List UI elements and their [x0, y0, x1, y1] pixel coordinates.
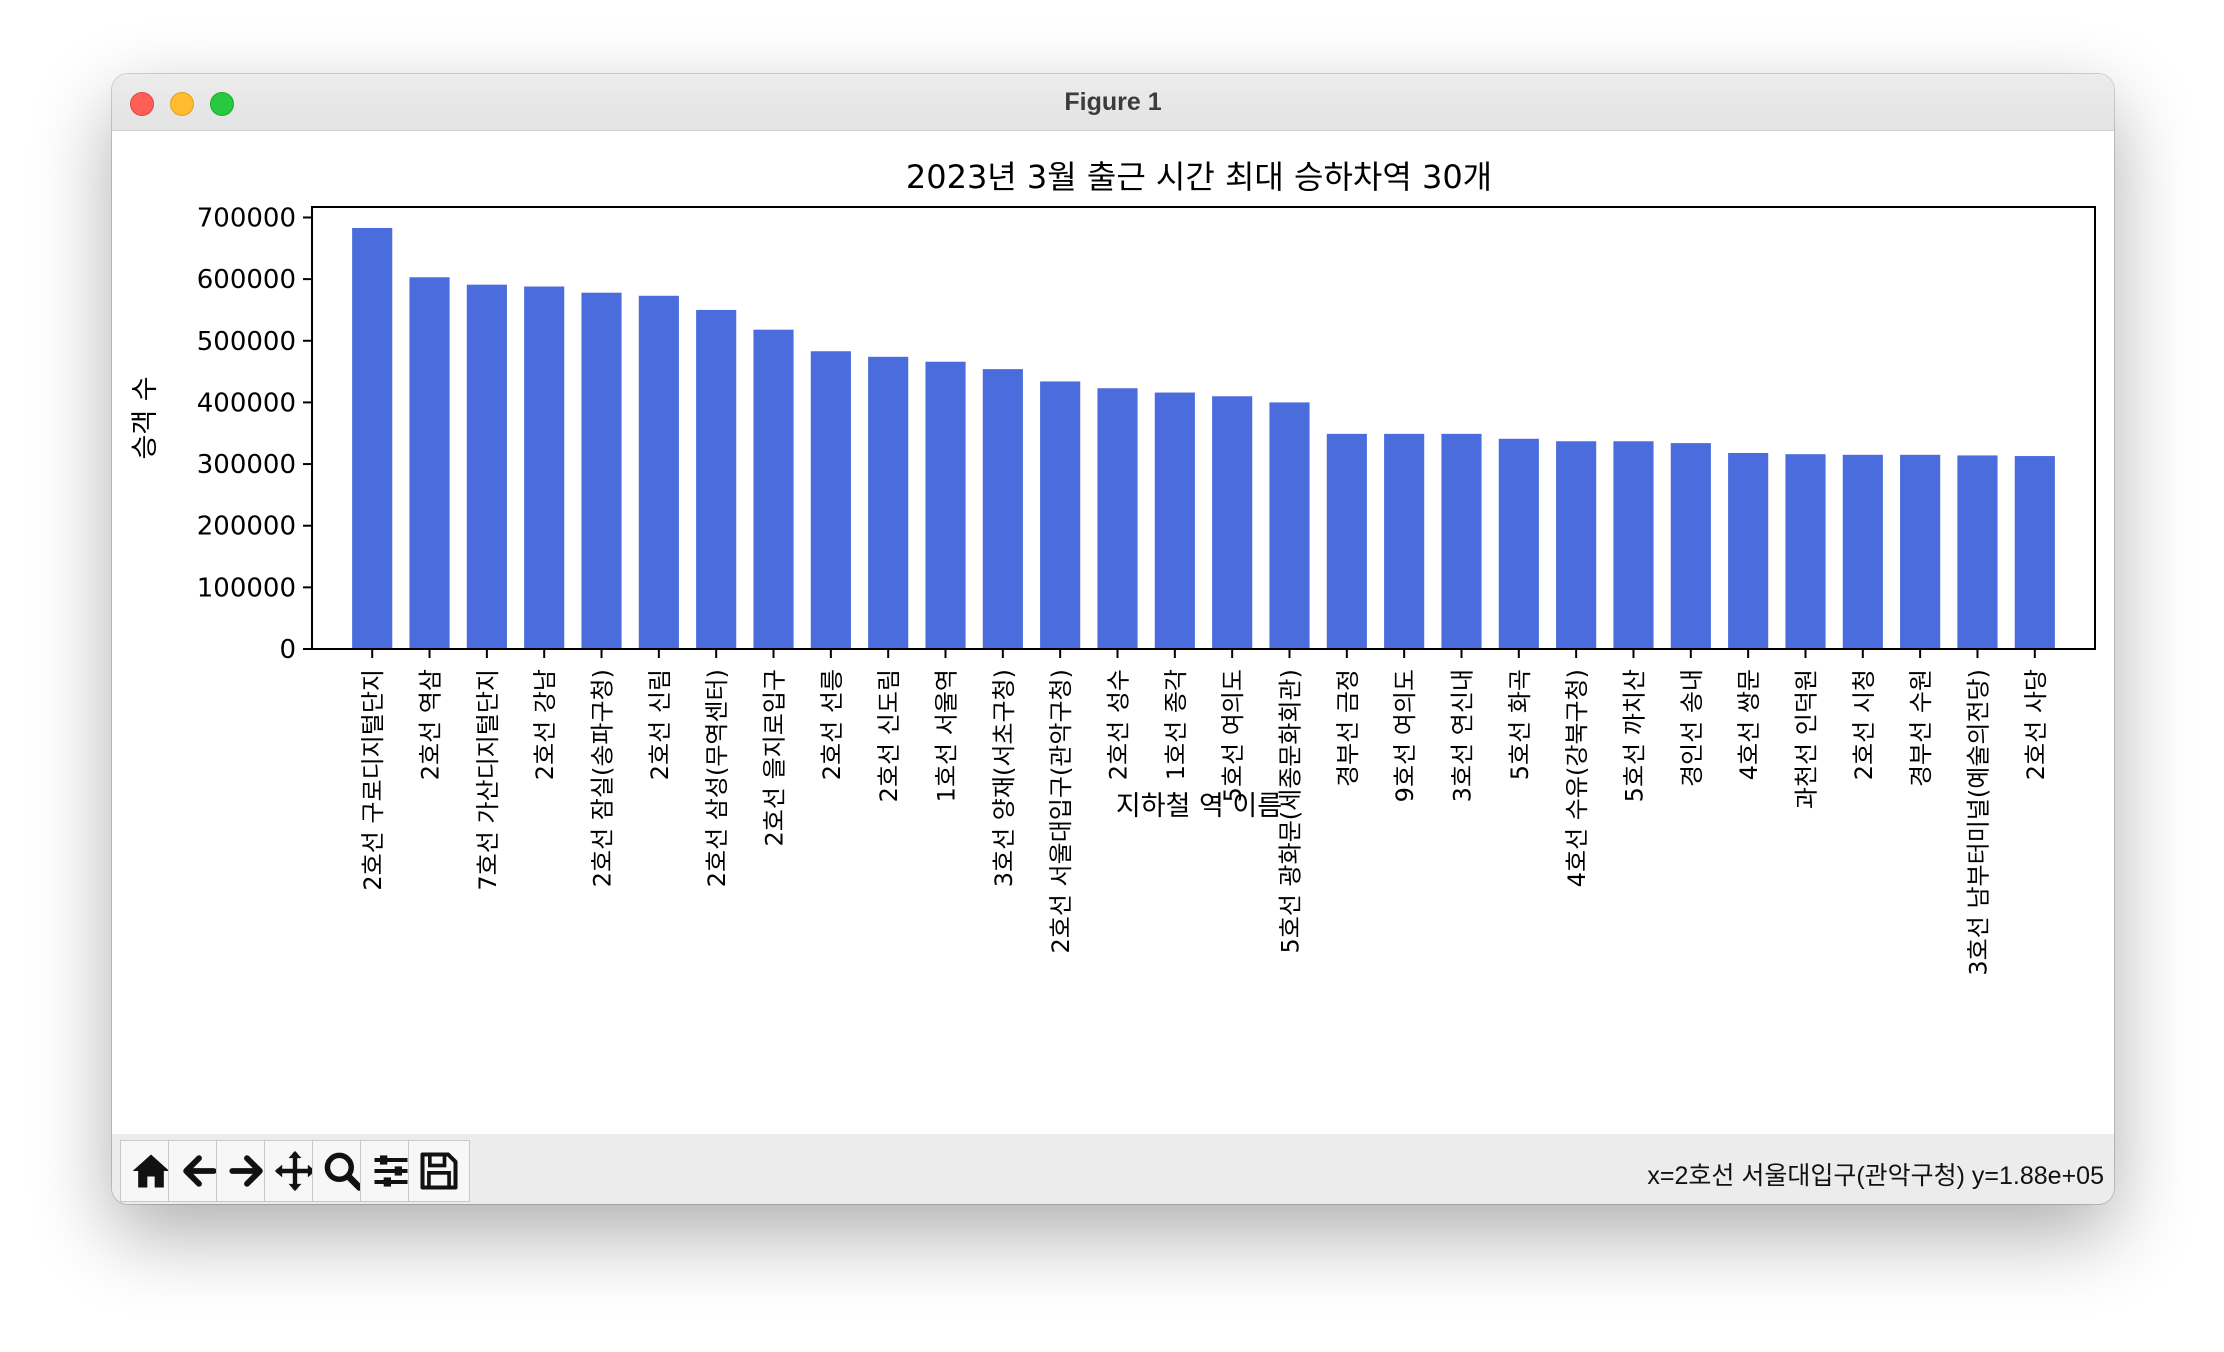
bar [2014, 456, 2055, 649]
y-tick-label: 700000 [197, 203, 296, 233]
bar [982, 369, 1023, 649]
bar [1842, 454, 1883, 649]
bar-series [352, 227, 2055, 649]
x-tick-label: 2호선 신림 [646, 669, 674, 780]
bar [1900, 454, 1941, 649]
arrow-right-icon [229, 1155, 263, 1187]
x-tick-label: 2호선 서울대입구(관악구청) [1047, 669, 1075, 954]
x-tick-label: 9호선 여의도 [1391, 669, 1419, 802]
x-tick-label: 1호선 종각 [1162, 669, 1190, 780]
save-button[interactable] [408, 1140, 470, 1202]
x-tick-label: 2호선 선릉 [818, 669, 846, 780]
bar [409, 277, 450, 649]
x-axis: 2호선 구로디지털단지 2호선 역삼 7호선 가산디지털단지 2호선 강남 2호선 잠실… [359, 649, 2050, 976]
title-bar: Figure 1 [112, 74, 2114, 131]
bar [1326, 433, 1367, 649]
chart-canvas[interactable]: 2023년 3월 출근 시간 최대 승하차역 30개 지하철 역 이름 승객 수… [112, 131, 2114, 1134]
x-tick-label: 7호선 가산디지털단지 [474, 669, 502, 891]
y-tick-label: 300000 [197, 450, 296, 480]
plot-frame [311, 206, 2096, 650]
x-tick-label: 2호선 을지로입구 [761, 669, 789, 846]
y-tick-label: 400000 [197, 388, 296, 418]
home-icon [132, 1154, 170, 1188]
x-tick-label: 3호선 연신내 [1448, 669, 1476, 802]
bar [466, 284, 507, 649]
x-tick-label: 5호선 까치산 [1620, 669, 1648, 802]
maximize-window-button[interactable] [210, 92, 234, 116]
bar [696, 309, 737, 649]
bar [1785, 454, 1826, 649]
x-tick-label: 2호선 강남 [531, 669, 559, 780]
x-tick-label: 4호선 수유(강북구청) [1563, 669, 1591, 887]
x-axis-label: 지하철 역 이름 [1116, 791, 1282, 822]
x-tick-label: 경부선 수원 [1907, 669, 1935, 787]
move-icon [274, 1150, 316, 1192]
x-tick-label: 5호선 광화문(세종문화회관) [1276, 669, 1304, 954]
x-tick-label: 5호선 여의도 [1219, 669, 1247, 802]
bar [1613, 441, 1654, 649]
arrow-left-icon [183, 1155, 217, 1187]
y-axis: 0 100000 200000 300000 400000 500000 600000 700… [197, 203, 312, 665]
x-tick-label: 2호선 신도림 [875, 669, 903, 802]
bar [352, 227, 393, 649]
bar [1498, 438, 1539, 649]
bar [1097, 388, 1138, 649]
magnifier-icon [324, 1152, 363, 1191]
bar [1728, 452, 1769, 649]
x-tick-label: 2호선 시청 [1850, 669, 1878, 780]
y-tick-label: 200000 [197, 512, 296, 542]
floppy-disk-icon [420, 1152, 458, 1190]
cursor-coordinates: x=2호선 서울대입구(관악구청) y=1.88e+05 [1647, 1162, 2104, 1190]
bar [581, 292, 622, 649]
x-tick-label: 2호선 성수 [1105, 669, 1133, 780]
x-tick-label: 2호선 잠실(송파구청) [589, 669, 617, 887]
y-tick-label: 100000 [197, 573, 296, 603]
x-tick-label: 3호선 양재(서초구청) [990, 669, 1018, 887]
bar [638, 295, 679, 649]
y-axis-label: 승객 수 [130, 376, 161, 459]
bar [868, 356, 909, 649]
navigation-toolbar: x=2호선 서울대입구(관악구청) y=1.88e+05 [112, 1134, 2114, 1204]
x-tick-label: 경인선 송내 [1678, 669, 1706, 787]
x-tick-label: 1호선 서울역 [933, 669, 961, 802]
x-tick-label: 4호선 쌍문 [1735, 669, 1763, 780]
bar [925, 361, 966, 649]
x-tick-label: 과천선 인덕원 [1792, 669, 1820, 809]
bar [810, 351, 851, 649]
sliders-icon [374, 1155, 408, 1187]
x-tick-label: 5호선 화곡 [1506, 669, 1534, 780]
x-tick-label: 2호선 구로디지털단지 [359, 669, 387, 891]
bar [1384, 433, 1425, 649]
bar [1040, 381, 1081, 649]
bar [1154, 392, 1195, 649]
window-title: Figure 1 [1064, 88, 1162, 116]
chart-title: 2023년 3월 출근 시간 최대 승하차역 30개 [906, 158, 1492, 196]
x-tick-label: 2호선 사당 [2022, 669, 2050, 780]
bar [1670, 443, 1711, 649]
y-tick-label: 500000 [197, 327, 296, 357]
x-tick-label: 2호선 삼성(무역센터) [703, 669, 731, 887]
bar [1269, 402, 1310, 649]
bar [1957, 455, 1998, 649]
y-tick-label: 0 [279, 635, 296, 665]
x-tick-label: 경부선 금정 [1334, 669, 1362, 787]
x-tick-label: 2호선 역삼 [417, 669, 445, 780]
close-window-button[interactable] [130, 92, 154, 116]
y-tick-label: 600000 [197, 265, 296, 295]
x-tick-label: 3호선 남부터미널(예술의전당) [1964, 669, 1992, 976]
bar [1441, 433, 1482, 649]
figure-window: Figure 1 2023년 3월 출근 시간 최대 승하차역 30개 지하철 … [112, 74, 2114, 1204]
bar [524, 286, 565, 649]
bar [1556, 441, 1597, 649]
bar [1212, 396, 1253, 649]
minimize-window-button[interactable] [170, 92, 194, 116]
bar [753, 329, 794, 649]
